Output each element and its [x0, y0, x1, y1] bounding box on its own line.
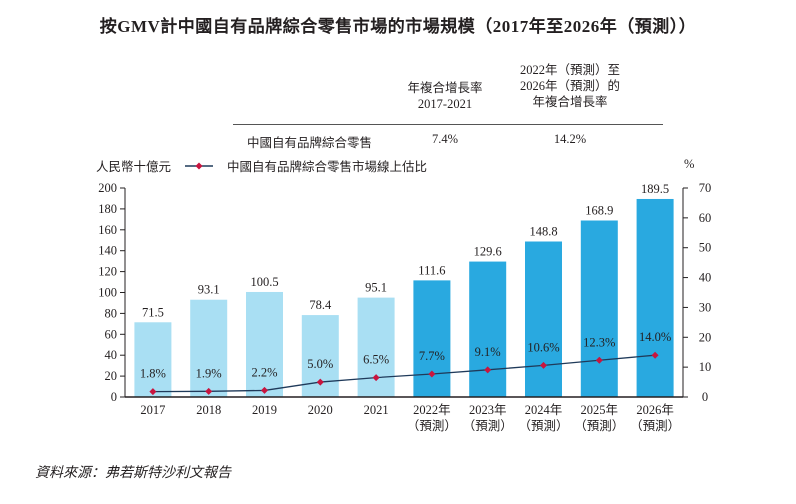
- bar-value-label: 95.1: [365, 281, 387, 295]
- cagr-col2-header: 2022年（預測）至 2026年（預測）的 年複合增長率: [505, 62, 635, 110]
- bar-value-label: 129.6: [474, 245, 502, 259]
- x-axis-tick-label: （預測）: [463, 419, 513, 433]
- share-marker: [651, 351, 659, 359]
- left-axis-tick-label: 80: [105, 306, 118, 320]
- x-axis-tick-label: （預測）: [518, 419, 568, 433]
- bar: [413, 280, 451, 397]
- bar: [469, 261, 507, 397]
- x-axis-tick-label: 2025年: [581, 403, 619, 417]
- source-note: 資料來源：弗若斯特沙利文報告: [35, 466, 231, 481]
- share-value-label: 14.0%: [639, 330, 671, 344]
- x-axis-tick-label: 2026年: [636, 403, 674, 417]
- right-axis-unit-label: %: [684, 157, 695, 171]
- cagr-col2-header-line: 年複合增長率: [532, 95, 608, 109]
- share-marker: [261, 386, 268, 394]
- right-axis-tick-label: 60: [699, 211, 712, 225]
- share-marker: [540, 361, 547, 369]
- left-axis-tick-label: 200: [98, 181, 117, 195]
- bar-value-label: 148.8: [529, 225, 557, 239]
- left-axis-tick-label: 0: [111, 390, 117, 404]
- cagr-col1-value: 7.4%: [431, 132, 459, 146]
- share-marker: [428, 370, 436, 378]
- bar-value-label: 78.4: [309, 298, 332, 312]
- share-marker: [595, 356, 603, 364]
- share-marker: [484, 366, 492, 374]
- right-axis-tick-label: 50: [699, 241, 712, 255]
- left-axis-tick-label: 180: [98, 202, 117, 216]
- left-axis-tick-label: 100: [98, 286, 117, 300]
- bar: [580, 220, 618, 397]
- cagr-col2-header-line: 2026年（預測）的: [519, 79, 620, 93]
- share-value-label: 9.1%: [475, 345, 501, 359]
- share-marker: [149, 388, 157, 396]
- bar: [246, 291, 283, 397]
- bar: [525, 241, 562, 397]
- share-value-label: 7.7%: [419, 349, 445, 363]
- cagr-col1-header-line: 年複合增長率: [407, 81, 483, 95]
- share-value-label: 6.5%: [363, 353, 389, 367]
- bar-value-label: 189.5: [641, 182, 669, 196]
- bar-value-label: 71.5: [142, 305, 164, 319]
- bar: [636, 198, 674, 397]
- left-axis-tick-label: 60: [105, 327, 118, 341]
- cagr-col1-header-line: 2017-2021: [417, 97, 473, 111]
- share-marker: [205, 387, 213, 395]
- right-axis-tick-label: 20: [699, 330, 712, 344]
- share-value-label: 12.3%: [583, 335, 615, 349]
- bar: [134, 322, 172, 397]
- x-axis-tick-label: （預測）: [630, 419, 680, 433]
- x-axis-tick-label: （預測）: [407, 419, 457, 433]
- x-axis-tick-label: 2022年: [413, 403, 451, 417]
- x-axis-tick-label: 2019: [252, 403, 277, 417]
- chart-title: 按GMV計中國自有品牌綜合零售市場的市場規模（2017年至2026年（預測））: [99, 17, 697, 36]
- bar-value-label: 100.5: [250, 275, 278, 289]
- left-axis-tick-label: 160: [98, 223, 117, 237]
- cagr-row-label: 中國自有品牌綜合零售: [247, 136, 373, 150]
- bar-value-label: 93.1: [198, 283, 220, 297]
- x-axis-tick-label: 2021: [364, 403, 389, 417]
- share-marker: [372, 374, 380, 382]
- right-axis-tick-label: 40: [699, 271, 712, 285]
- share-value-label: 1.8%: [140, 367, 166, 381]
- left-axis-tick-label: 120: [98, 265, 117, 279]
- cagr-col2-header-line: 2022年（預測）至: [519, 63, 620, 77]
- bar: [357, 297, 395, 397]
- cagr-table-divider: [233, 124, 663, 126]
- x-axis-tick-label: 2018: [196, 403, 221, 417]
- cagr-col1-header: 年複合增長率 2017-2021: [395, 80, 495, 112]
- bar-value-label: 168.9: [585, 203, 613, 217]
- share-value-label: 10.6%: [527, 340, 559, 354]
- left-axis-tick-label: 20: [105, 369, 118, 383]
- left-axis-tick-label: 140: [98, 244, 117, 258]
- bar: [190, 299, 228, 397]
- share-value-label: 1.9%: [196, 366, 222, 380]
- x-axis-tick-label: 2023年: [469, 403, 507, 417]
- bar-value-label: 111.6: [418, 263, 445, 277]
- x-axis-tick-label: 2020: [308, 403, 333, 417]
- right-axis-tick-label: 30: [699, 300, 712, 314]
- share-value-label: 2.2%: [251, 365, 277, 379]
- x-axis-tick-label: （預測）: [574, 419, 624, 433]
- right-axis-tick-label: 0: [702, 390, 708, 404]
- left-axis-tick-label: 40: [105, 348, 118, 362]
- share-value-label: 5.0%: [307, 357, 333, 371]
- x-axis-tick-label: 2024年: [525, 403, 563, 417]
- right-axis-tick-label: 70: [699, 181, 712, 195]
- cagr-col2-value: 14.2%: [553, 132, 587, 146]
- x-axis-tick-label: 2017: [140, 403, 165, 417]
- right-axis-tick-label: 10: [699, 360, 712, 374]
- legend-line-marker-icon: [185, 162, 214, 169]
- chart-legend: 人民幣十億元 中國自有品牌綜合零售市場線上估比: [96, 156, 427, 175]
- legend-line-label: 中國自有品牌綜合零售市場線上估比: [227, 160, 428, 174]
- share-marker: [316, 378, 324, 386]
- share-line: [152, 354, 656, 393]
- left-axis-unit-label: 人民幣十億元: [96, 160, 172, 174]
